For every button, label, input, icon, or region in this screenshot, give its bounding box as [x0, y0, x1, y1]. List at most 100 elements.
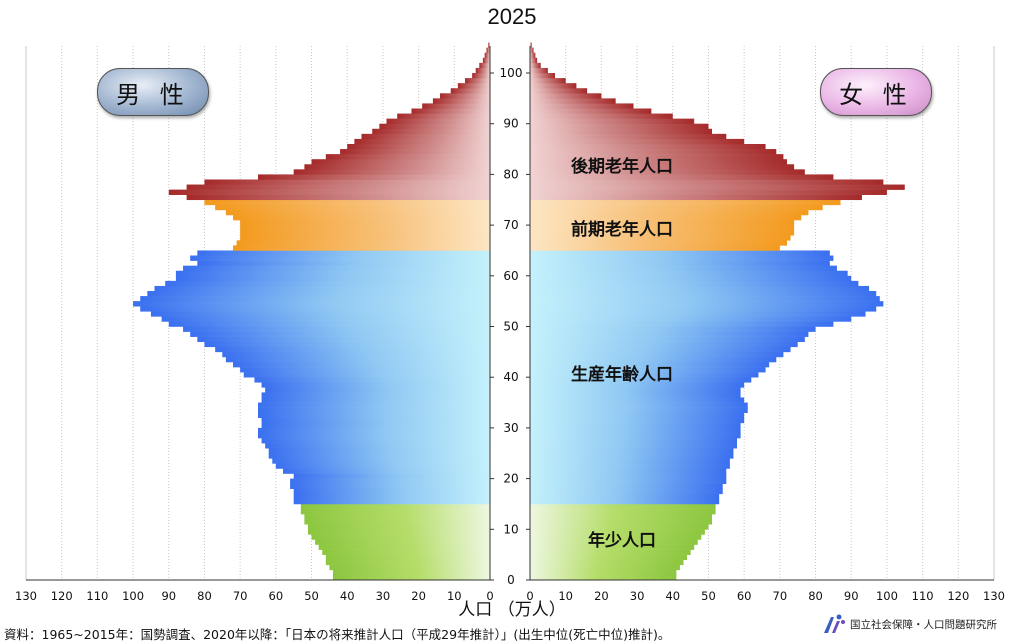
bar-male	[325, 154, 490, 160]
y-tick-label: 10	[503, 522, 518, 536]
y-tick-label: 100	[500, 66, 523, 80]
x-tick-label: 30	[630, 589, 645, 603]
bar-female	[530, 194, 862, 201]
bar-male	[236, 240, 490, 246]
x-tick-label: 60	[737, 589, 752, 603]
bar-female	[530, 67, 548, 74]
bar-female	[530, 220, 795, 226]
bar-female	[530, 331, 809, 337]
bar-female	[530, 204, 823, 211]
bar-female	[530, 438, 738, 444]
bar-female	[530, 402, 748, 408]
bar-female	[530, 255, 834, 261]
x-tick-label: 130	[983, 589, 1005, 603]
bar-male	[168, 189, 490, 195]
bar-male	[186, 194, 490, 201]
x-tick-label: 50	[701, 589, 716, 603]
bar-male	[329, 564, 490, 571]
bar-female	[530, 498, 720, 505]
bar-female	[530, 493, 720, 500]
bar-male	[332, 574, 490, 581]
bar-male	[190, 255, 490, 261]
bar-female	[530, 559, 684, 566]
bar-female	[530, 164, 795, 170]
bar-male	[293, 169, 490, 175]
bar-female	[530, 549, 691, 555]
bar-female	[530, 432, 741, 439]
bar-female	[530, 184, 905, 190]
bar-female	[530, 427, 741, 434]
bar-female	[530, 103, 634, 109]
bar-male	[272, 458, 490, 464]
bar-male	[215, 204, 490, 211]
bar-male	[268, 448, 490, 454]
bar-male	[304, 519, 490, 525]
bar-female	[530, 179, 884, 185]
bar-female	[530, 275, 852, 282]
y-tick-label: 70	[503, 218, 518, 232]
bar-female	[530, 296, 880, 302]
chart-title: 2025	[488, 4, 537, 29]
bar-male	[254, 377, 490, 383]
bar-male	[307, 529, 490, 535]
bar-male	[190, 331, 490, 337]
bar-female	[530, 174, 834, 180]
bar-female	[530, 245, 780, 251]
bar-female	[530, 361, 770, 368]
bar-male	[168, 321, 490, 327]
bar-male	[261, 438, 490, 444]
source-note: 資料：1965~2015年：国勢調査、2020年以降：「日本の将来推計人口（平成…	[4, 627, 671, 642]
x-tick-label: 120	[51, 589, 73, 603]
bar-female	[530, 321, 834, 327]
bar-male	[379, 123, 490, 130]
bar-female	[530, 458, 730, 464]
bar-female	[530, 250, 830, 256]
bar-male	[332, 569, 490, 576]
bar-male	[325, 559, 490, 566]
bar-female	[530, 214, 802, 221]
bar-male	[307, 524, 490, 530]
female-bars	[530, 42, 905, 581]
bar-female	[530, 235, 791, 241]
age-group-label: 年少人口	[588, 530, 656, 551]
y-tick-label: 80	[503, 167, 518, 181]
bar-male	[258, 402, 490, 408]
institute-logo-icon	[824, 614, 845, 633]
bar-male	[475, 67, 490, 74]
bar-female	[530, 47, 534, 54]
bar-female	[530, 387, 741, 393]
bar-female	[530, 478, 727, 484]
bar-male	[240, 235, 490, 241]
x-tick-label: 100	[876, 589, 898, 603]
bar-female	[530, 149, 777, 155]
bar-male	[484, 52, 490, 59]
bar-male	[204, 199, 490, 206]
x-tick-label: 90	[161, 589, 176, 603]
bar-male	[150, 311, 490, 317]
bar-female	[530, 367, 766, 373]
x-tick-label: 100	[122, 589, 144, 603]
bar-female	[530, 326, 816, 332]
x-tick-label: 110	[912, 589, 934, 603]
x-tick-label: 130	[15, 589, 37, 603]
bar-female	[530, 443, 738, 449]
bar-male	[440, 93, 490, 99]
bar-female	[530, 123, 709, 130]
bar-male	[315, 539, 490, 545]
bar-male	[275, 463, 490, 469]
bar-male	[261, 422, 490, 429]
bar-male	[204, 341, 490, 348]
bar-female	[530, 260, 830, 266]
y-tick-label: 40	[503, 370, 518, 384]
bar-male	[354, 138, 490, 145]
bar-male	[386, 118, 490, 124]
bar-male	[240, 225, 490, 231]
bar-female	[530, 128, 713, 135]
bar-female	[530, 306, 877, 312]
bar-male	[293, 488, 490, 495]
bar-male	[258, 412, 490, 419]
bar-female	[530, 372, 759, 378]
bar-male	[318, 544, 490, 550]
bar-male	[258, 174, 490, 180]
